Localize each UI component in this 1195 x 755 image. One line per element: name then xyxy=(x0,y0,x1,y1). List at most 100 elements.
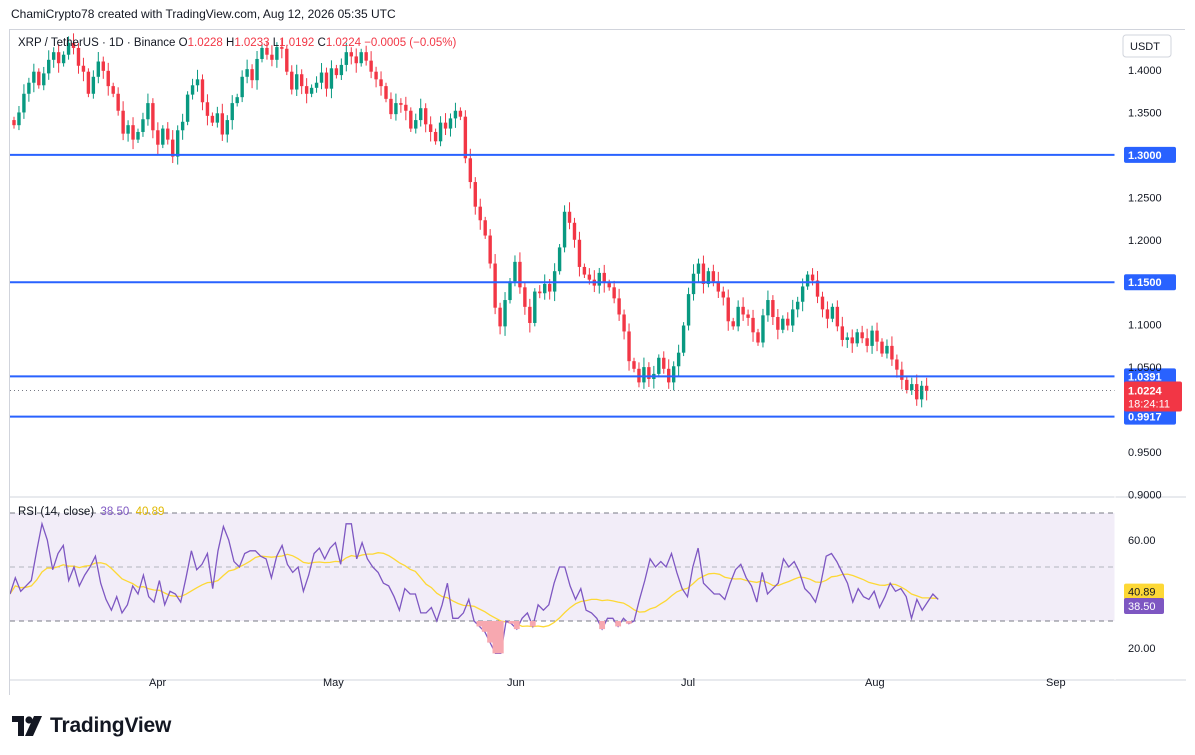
candle[interactable] xyxy=(845,332,849,348)
candle[interactable] xyxy=(121,101,125,141)
candle[interactable] xyxy=(567,202,572,230)
candle[interactable] xyxy=(473,177,477,215)
candle[interactable] xyxy=(329,60,334,99)
candle[interactable] xyxy=(384,82,388,103)
candle[interactable] xyxy=(855,328,859,347)
candle[interactable] xyxy=(458,107,463,121)
candle[interactable] xyxy=(270,45,274,67)
candle[interactable] xyxy=(146,93,150,126)
candle[interactable] xyxy=(374,66,378,88)
candle[interactable] xyxy=(324,67,329,97)
candle[interactable] xyxy=(51,47,56,68)
candle[interactable] xyxy=(850,329,854,353)
candle[interactable] xyxy=(662,351,666,374)
candle[interactable] xyxy=(602,264,606,293)
candle[interactable] xyxy=(622,309,626,340)
candle[interactable] xyxy=(111,82,115,98)
candle[interactable] xyxy=(334,64,339,79)
candle[interactable] xyxy=(171,130,175,164)
candle[interactable] xyxy=(260,44,264,63)
candle[interactable] xyxy=(295,64,299,96)
candle[interactable] xyxy=(761,308,765,348)
candle[interactable] xyxy=(731,317,735,330)
candle[interactable] xyxy=(175,125,180,165)
candle[interactable] xyxy=(919,380,924,408)
candle[interactable] xyxy=(151,98,155,139)
candle[interactable] xyxy=(543,274,547,300)
candle[interactable] xyxy=(230,95,234,130)
candle[interactable] xyxy=(791,299,795,332)
candle[interactable] xyxy=(344,42,349,72)
candle[interactable] xyxy=(215,106,220,128)
candle[interactable] xyxy=(870,325,874,354)
candle[interactable] xyxy=(865,328,869,353)
chart-frame[interactable]: 1.3000 1.1500 1.0391 0.9917 1.4000 1.3500 1.25… xyxy=(9,29,1186,696)
candle[interactable] xyxy=(86,68,91,98)
candle[interactable] xyxy=(76,43,81,74)
candle[interactable] xyxy=(156,122,160,155)
candle[interactable] xyxy=(290,65,294,95)
candle[interactable] xyxy=(225,115,229,143)
candle[interactable] xyxy=(647,362,651,387)
candle[interactable] xyxy=(409,107,413,132)
candle[interactable] xyxy=(681,322,686,357)
candle[interactable] xyxy=(805,271,810,290)
candle[interactable] xyxy=(518,252,522,294)
candle[interactable] xyxy=(433,128,438,145)
candle[interactable] xyxy=(309,84,314,98)
candle[interactable] xyxy=(786,312,790,331)
candle[interactable] xyxy=(686,287,691,331)
candle[interactable] xyxy=(890,336,894,366)
candle[interactable] xyxy=(22,84,26,119)
candle[interactable] xyxy=(414,113,418,134)
chart-svg[interactable]: 1.3000 1.1500 1.0391 0.9917 1.4000 1.3500 1.25… xyxy=(10,30,1186,696)
candle[interactable] xyxy=(285,45,289,76)
candle[interactable] xyxy=(820,291,825,318)
candle[interactable] xyxy=(423,103,428,133)
candle[interactable] xyxy=(741,297,745,321)
candle[interactable] xyxy=(483,216,487,239)
candle[interactable] xyxy=(220,103,225,141)
candle[interactable] xyxy=(612,280,616,304)
candle[interactable] xyxy=(66,36,71,60)
candle[interactable] xyxy=(781,315,785,334)
candle[interactable] xyxy=(161,125,165,149)
candle[interactable] xyxy=(364,45,368,66)
candle[interactable] xyxy=(751,309,755,342)
candle[interactable] xyxy=(12,116,16,129)
candle[interactable] xyxy=(106,62,110,96)
candle[interactable] xyxy=(265,41,269,60)
candle[interactable] xyxy=(776,309,780,340)
candle[interactable] xyxy=(255,50,259,90)
candle[interactable] xyxy=(443,113,448,136)
candle[interactable] xyxy=(131,117,135,150)
candle[interactable] xyxy=(275,42,279,68)
candle[interactable] xyxy=(389,92,393,120)
candle[interactable] xyxy=(369,51,373,79)
candle[interactable] xyxy=(81,57,86,82)
candle[interactable] xyxy=(116,87,120,116)
price-pane[interactable] xyxy=(10,33,1115,418)
candle[interactable] xyxy=(339,58,344,81)
candle[interactable] xyxy=(245,59,249,84)
candle[interactable] xyxy=(513,255,517,287)
candle[interactable] xyxy=(676,344,681,376)
candle[interactable] xyxy=(795,296,800,318)
candle[interactable] xyxy=(835,300,840,332)
candle[interactable] xyxy=(354,48,358,73)
candle[interactable] xyxy=(27,77,31,102)
candle[interactable] xyxy=(185,91,190,126)
candle[interactable] xyxy=(101,56,105,79)
candle[interactable] xyxy=(875,322,879,352)
candle[interactable] xyxy=(453,102,458,128)
candle[interactable] xyxy=(582,263,587,278)
candle[interactable] xyxy=(716,271,721,299)
candle[interactable] xyxy=(205,94,210,126)
candle[interactable] xyxy=(280,39,284,59)
candle[interactable] xyxy=(915,374,919,406)
candle[interactable] xyxy=(61,51,66,67)
candle[interactable] xyxy=(394,93,398,121)
candle[interactable] xyxy=(448,113,453,137)
candle[interactable] xyxy=(910,377,914,395)
candle[interactable] xyxy=(746,309,750,326)
